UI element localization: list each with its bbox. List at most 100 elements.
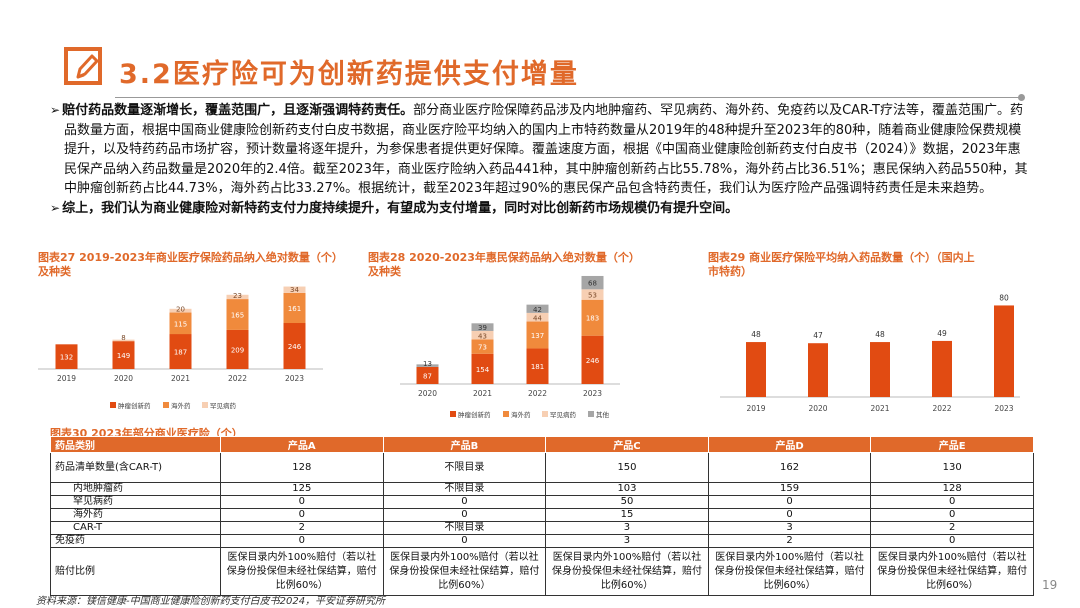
table-cell: 3	[707, 521, 872, 535]
table-cell: 0	[220, 495, 384, 509]
x-tick-label: 2020	[418, 389, 437, 398]
column-header-product: 产品C	[545, 436, 709, 453]
bar-segment	[416, 366, 439, 384]
table-row: 罕见病药 0 0 50 0 0	[50, 495, 1034, 509]
data-label: 161	[288, 305, 301, 313]
bar-segment	[169, 308, 192, 313]
table-cell: 128	[870, 482, 1034, 496]
data-label: 44	[533, 315, 542, 323]
bar-segment	[581, 275, 604, 290]
table-cell: 医保目录内外100%赔付（若以社保身份投保但未经社保结算，赔付比例60%）	[545, 547, 709, 596]
chart-27-title: 图表27 2019-2023年商业医疗保险药品纳入绝对数量（个） 及种类	[38, 251, 378, 279]
data-label: 87	[423, 372, 432, 380]
chart-29-title-line2: 市特药）	[708, 265, 752, 278]
chart-28-title: 图表28 2020-2023年惠民保药品纳入绝对数量（个） 及种类	[368, 251, 698, 279]
arrow-bullet-icon: ➢	[50, 103, 61, 117]
table-cell: 0	[707, 495, 872, 509]
data-label: 115	[174, 320, 187, 328]
data-label: 181	[531, 363, 544, 371]
x-tick-label: 2022	[528, 389, 547, 398]
bar-segment	[416, 364, 439, 367]
data-label: 8	[121, 334, 125, 342]
x-tick-label: 2019	[57, 374, 76, 383]
legend-label: 罕见病药	[210, 401, 237, 410]
data-label: 132	[60, 354, 73, 362]
table-cell: 50	[545, 495, 709, 509]
bar-segment	[471, 339, 494, 354]
legend-swatch	[503, 411, 509, 417]
page-title: 3.2医疗险可为创新药提供支付增量	[119, 59, 579, 90]
table-cell: 0	[382, 508, 547, 522]
data-label: 43	[478, 332, 487, 340]
data-label: 48	[875, 330, 885, 339]
bar-segment	[55, 344, 78, 369]
row-label: 罕见病药	[50, 495, 221, 509]
page-number: 19	[1042, 578, 1058, 592]
chart-29: 48 2019 47 2020 48 2021 49 2022 80 2023	[720, 293, 1020, 413]
arrow-bullet-icon: ➢	[50, 200, 61, 215]
row-label: 免疫药	[50, 534, 221, 548]
chart-29-title: 图表29 商业医疗保险平均纳入药品数量（个）（国内上 市特药）	[708, 251, 1048, 279]
legend-swatch	[202, 402, 208, 408]
bar	[994, 305, 1014, 397]
table-cell: 0	[870, 534, 1034, 548]
bar-segment	[581, 299, 604, 336]
column-header-product: 产品E	[870, 436, 1034, 453]
column-header-product: 产品A	[220, 436, 384, 453]
pencil-icon	[76, 54, 98, 79]
legend-label: 罕见病药	[550, 410, 577, 419]
data-label: 42	[533, 306, 542, 314]
table-cell: 0	[220, 534, 384, 548]
body-text: ➢ 赔付药品数量逐渐增长，覆盖范围广，且逐渐强调特药责任。部分商业医疗险保障药品涉…	[50, 101, 1030, 218]
table-cell: 0	[382, 534, 547, 548]
table-row: 免疫药 0 0 3 2 0	[50, 534, 1034, 548]
x-tick-label: 2021	[473, 389, 492, 398]
table-cell: 128	[220, 452, 384, 483]
bar-segment	[526, 312, 549, 322]
chart-27-title-line1: 图表27 2019-2023年商业医疗保险药品纳入绝对数量（个）	[38, 251, 343, 264]
data-label: 53	[588, 292, 597, 300]
table-cell: 不限目录	[382, 521, 547, 535]
data-label: 39	[478, 324, 487, 332]
x-tick-label: 2019	[746, 404, 765, 413]
x-tick-label: 2020	[808, 404, 827, 413]
bar	[870, 342, 890, 397]
source-note: 资料来源：镁信健康-中国商业健康险创新药支付白皮书2024，平安证券研究所	[36, 596, 386, 607]
table-cell: 不限目录	[382, 482, 547, 496]
legend-swatch	[588, 411, 594, 417]
legend-label: 海外药	[511, 410, 531, 419]
paragraph-2-lead: 综上，我们认为商业健康险对新特药支付力度持续提升，有望成为支付增量，同时对比创新…	[62, 200, 739, 216]
bar-segment	[526, 304, 549, 313]
bar-segment	[169, 334, 192, 369]
table-cell: 0	[870, 495, 1034, 509]
table-cell: 15	[545, 508, 709, 522]
chart-28-title-line2: 及种类	[368, 265, 401, 278]
paragraph-1-text: 部分商业医疗险保障药品涉及内地肿瘤药、罕见病药、海外药、免疫药以及CAR-T疗法…	[64, 103, 1028, 196]
legend-swatch	[163, 402, 169, 408]
legend-label: 肿瘤创新药	[118, 401, 151, 410]
table-cell: 103	[545, 482, 709, 496]
bar	[932, 340, 952, 397]
table-cell: 0	[382, 495, 547, 509]
bar-segment	[581, 335, 604, 384]
table-row: 内地肿瘤药 125 不限目录 103 159 128	[50, 482, 1034, 496]
data-label: 68	[588, 280, 597, 288]
data-label: 49	[937, 329, 947, 338]
row-label: 药品清单数量(含CAR-T)	[50, 452, 221, 483]
table-cell: 162	[707, 452, 872, 483]
bar-segment	[226, 329, 249, 369]
data-label: 165	[231, 312, 244, 320]
table-row: CAR-T 2 不限目录 3 3 2	[50, 521, 1034, 535]
data-label: 246	[586, 357, 600, 365]
data-label: 34	[290, 286, 299, 294]
x-tick-label: 2021	[171, 374, 190, 383]
table-cell: 医保目录内外100%赔付（若以社保身份投保但未经社保结算，赔付比例60%）	[707, 547, 872, 596]
table-cell: 159	[707, 482, 872, 496]
bar-segment	[169, 312, 192, 335]
table-cell: 医保目录内外100%赔付（若以社保身份投保但未经社保结算，赔付比例60%）	[382, 547, 547, 596]
row-label: 赔付比例	[50, 547, 221, 596]
legend-label: 肿瘤创新药	[458, 410, 491, 419]
column-header-category: 药品类别	[50, 436, 221, 453]
legend-swatch	[450, 411, 456, 417]
x-tick-label: 2022	[932, 404, 951, 413]
